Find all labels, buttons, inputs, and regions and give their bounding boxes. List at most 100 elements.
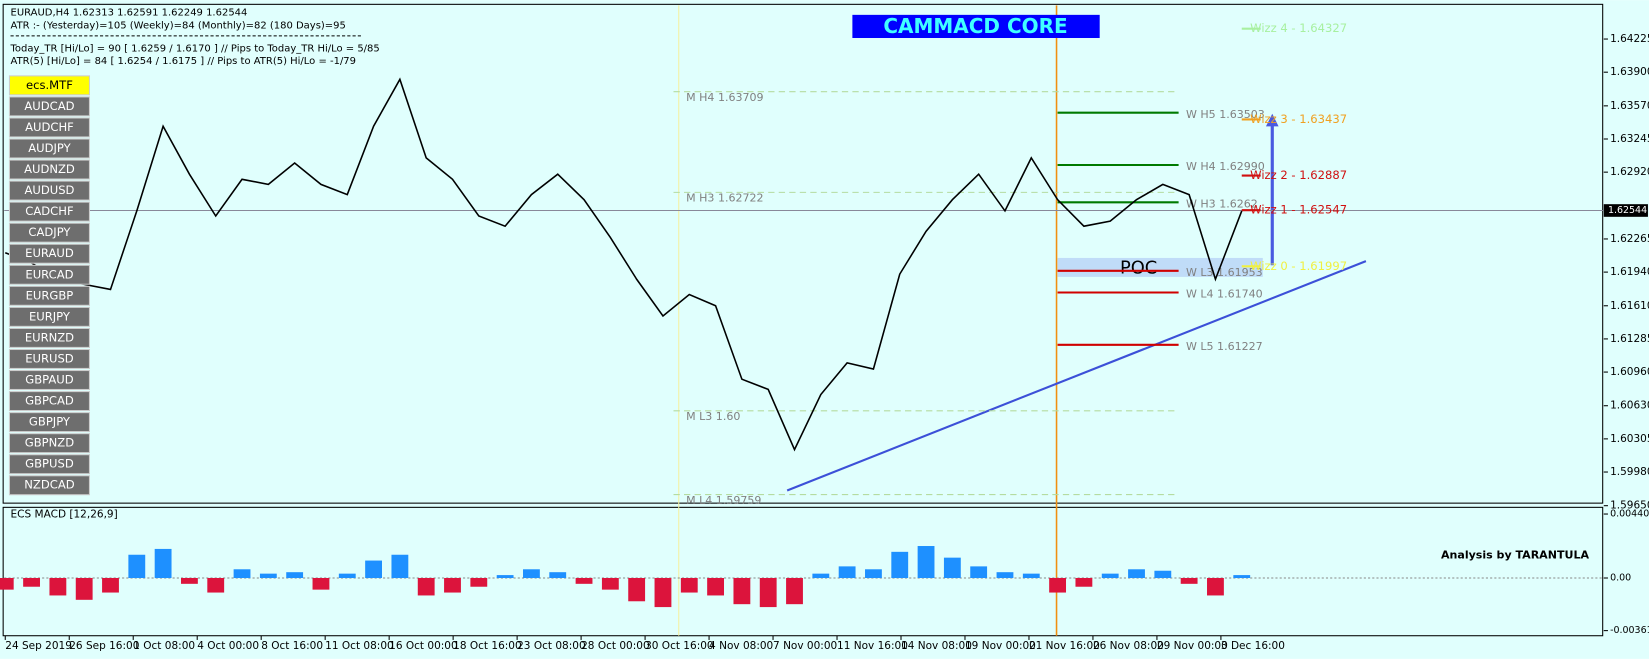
symbol-button[interactable]: EURUSD [8, 348, 90, 369]
y-tick-label: 1.64225 [1610, 33, 1649, 45]
symbol-button[interactable]: GBPNZD [8, 433, 90, 454]
macd-bar [1180, 578, 1198, 584]
macd-bar [680, 578, 698, 593]
wizz-label: Wizz 3 - 1.63437 [1250, 112, 1347, 126]
symbol-button[interactable]: CADCHF [8, 201, 90, 222]
macd-bar [102, 578, 119, 593]
symbol-button[interactable]: EURGBP [8, 285, 90, 306]
button-label: EURNZD [25, 330, 74, 344]
button-label: ecs.MTF [26, 78, 73, 92]
macd-bar [1128, 569, 1145, 579]
y-tick-label: 1.60630 [1610, 400, 1649, 412]
macd-bar [1154, 570, 1172, 579]
button-label: GBPNZD [25, 436, 74, 450]
button-bg [8, 180, 90, 201]
x-tick-label: 14 Nov 08:00 [901, 640, 972, 652]
symbol-button[interactable]: GBPAUD [8, 370, 90, 391]
level-label: W H4 1.62990 [1186, 160, 1265, 173]
button-bg [8, 243, 90, 264]
level-label: M L4 1.59759 [686, 494, 761, 507]
button-label: CADCHF [25, 204, 73, 218]
arrow-head [1265, 113, 1279, 127]
macd-bar [312, 578, 330, 590]
symbol-button[interactable]: EURAUD [8, 243, 90, 264]
macd-bar [891, 551, 909, 579]
symbol-button[interactable]: ecs.MTF [8, 75, 90, 96]
symbol-button[interactable]: GBPCAD [8, 391, 90, 412]
level-label: W L3 1.61953 [1186, 266, 1263, 279]
atr-info: ATR :- (Yesterday)=105 (Weekly)=84 (Mont… [11, 20, 346, 31]
x-tick-label: 11 Nov 16:00 [837, 640, 908, 652]
macd-bar [812, 573, 830, 579]
poc-zone [1057, 257, 1263, 277]
macd-bar [1075, 578, 1093, 587]
wizz-label: Wizz 1 - 1.62547 [1250, 203, 1347, 217]
macd-bar [1233, 575, 1251, 579]
level-label: W H3 1.6262 [1186, 197, 1258, 210]
wizz-label: Wizz 0 - 1.61997 [1250, 259, 1347, 273]
macd-bar [233, 569, 251, 579]
y-tick-label: 1.60960 [1610, 366, 1649, 378]
macd-bar [1022, 573, 1040, 579]
y-tick-label: -0.003618 [1610, 625, 1649, 636]
y-tick-label: 1.63900 [1610, 66, 1649, 78]
macd-bar [523, 569, 540, 579]
symbol-button[interactable]: EURCAD [8, 264, 90, 285]
x-tick-label: 23 Oct 08:00 [517, 640, 586, 652]
y-tick-label: 1.63245 [1610, 133, 1649, 145]
button-label: AUDUSD [24, 183, 74, 197]
button-label: AUDJPY [28, 141, 71, 155]
button-label: CADJPY [28, 225, 71, 239]
macd-bar [865, 569, 882, 579]
macd-bar [128, 554, 146, 579]
symbol-button[interactable]: EURNZD [8, 327, 90, 348]
symbol-button[interactable]: AUDJPY [8, 138, 90, 159]
symbol-button[interactable]: GBPUSD [8, 454, 90, 475]
current-price-tag [1603, 204, 1648, 217]
symbol-button[interactable]: NZDCAD [8, 475, 90, 496]
button-label: AUDNZD [24, 162, 75, 176]
y-tick-label: 1.59980 [1610, 466, 1649, 478]
macd-bar [207, 578, 225, 593]
macd-bar [181, 578, 198, 584]
button-bg [8, 412, 90, 433]
title-box [852, 14, 1100, 39]
macd-title: ECS MACD [12,26,9] [11, 509, 118, 521]
button-bg [8, 306, 90, 327]
symbol-button[interactable]: EURJPY [8, 306, 90, 327]
symbol-button[interactable]: CADJPY [8, 222, 90, 243]
level-label: W L5 1.61227 [1186, 340, 1263, 353]
y-tick-label: 0.00 [1610, 573, 1631, 584]
button-label: EURAUD [25, 246, 74, 260]
macd-bar [49, 578, 67, 596]
macd-bar [391, 554, 409, 579]
x-tick-label: 29 Nov 00:00 [1157, 640, 1228, 652]
symbol-button[interactable]: AUDCAD [8, 96, 90, 117]
button-label: EURJPY [29, 309, 71, 323]
button-bg [8, 222, 90, 243]
button-bg [8, 454, 90, 475]
button-label: GBPAUD [25, 373, 73, 387]
macd-bar [1101, 573, 1119, 579]
macd-bar [444, 578, 461, 593]
x-tick-label: 11 Oct 08:00 [325, 640, 394, 652]
button-bg [8, 348, 90, 369]
y-tick-label: 1.61285 [1610, 333, 1649, 345]
button-bg [8, 201, 90, 222]
y-tick-label: 1.60305 [1610, 433, 1649, 445]
button-label: GBPUSD [25, 457, 74, 471]
button-label: NZDCAD [24, 478, 74, 492]
macd-bar [75, 578, 93, 600]
symbol-button[interactable]: AUDCHF [8, 117, 90, 138]
symbol-button[interactable]: AUDUSD [8, 180, 90, 201]
macd-bar [759, 578, 777, 608]
symbol-button[interactable]: AUDNZD [8, 159, 90, 180]
macd-bar [917, 546, 935, 579]
quote: EURAUD,H4 1.62313 1.62591 1.62249 1.6254… [11, 8, 248, 19]
level-label: W H5 1.63503 [1186, 108, 1265, 121]
button-bg [8, 159, 90, 180]
symbol-button[interactable]: GBPJPY [8, 412, 90, 433]
macd-bar [838, 566, 856, 579]
